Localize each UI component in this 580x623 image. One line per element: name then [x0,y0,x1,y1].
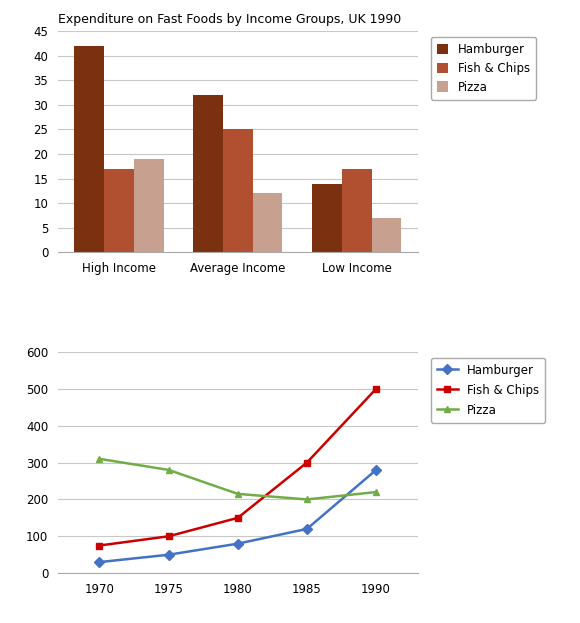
Pizza [372,488,379,496]
Pizza [303,496,310,503]
Legend: Hamburger, Fish & Chips, Pizza: Hamburger, Fish & Chips, Pizza [431,358,545,423]
Fish & Chips [234,514,241,521]
Bar [104,169,134,252]
Pizza [165,466,172,473]
Bar [253,193,282,252]
Pizza [96,455,103,463]
Legend: Hamburger, Fish & Chips, Pizza: Hamburger, Fish & Chips, Pizza [431,37,536,100]
Text: Expenditure on Fast Foods by Income Groups, UK 1990: Expenditure on Fast Foods by Income Grou… [58,13,401,26]
Hamburger [303,525,310,533]
Bar [74,46,104,252]
Bar [372,218,401,252]
Hamburger [96,558,103,566]
Line: Pizza: Pizza [96,455,379,503]
Line: Hamburger: Hamburger [96,467,379,566]
Line: Fish & Chips: Fish & Chips [96,386,379,549]
Hamburger [165,551,172,558]
Fish & Chips [96,542,103,549]
Pizza [234,490,241,498]
Bar [134,159,164,252]
Bar [223,130,253,252]
Fish & Chips [165,533,172,540]
Hamburger [372,466,379,473]
Bar [342,169,372,252]
Fish & Chips [303,459,310,466]
Bar [312,184,342,252]
Hamburger [234,540,241,548]
Fish & Chips [372,385,379,392]
Bar [193,95,223,252]
